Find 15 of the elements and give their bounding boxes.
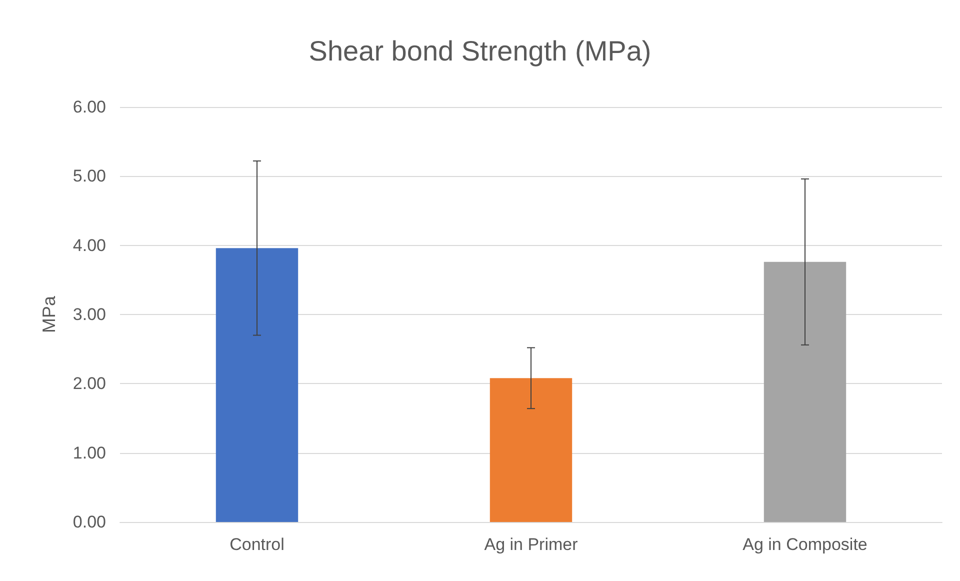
x-tick-label: Ag in Primer bbox=[484, 535, 578, 554]
bar bbox=[490, 378, 572, 522]
y-tick-label: 3.00 bbox=[72, 305, 106, 324]
y-tick-label: 0.00 bbox=[72, 512, 106, 532]
y-tick-label: 1.00 bbox=[72, 443, 106, 462]
y-tick-label: 6.00 bbox=[72, 98, 106, 116]
x-tick-label: Control bbox=[230, 535, 284, 554]
y-tick-label: 5.00 bbox=[72, 166, 106, 186]
y-axis-title: MPa bbox=[39, 295, 59, 334]
bar bbox=[216, 248, 298, 522]
y-tick-label: 4.00 bbox=[72, 236, 106, 255]
x-tick-label: Ag in Composite bbox=[742, 535, 868, 554]
bar bbox=[764, 262, 846, 522]
y-tick-label: 2.00 bbox=[72, 374, 106, 394]
chart-title: Shear bond Strength (MPa) bbox=[308, 36, 652, 66]
